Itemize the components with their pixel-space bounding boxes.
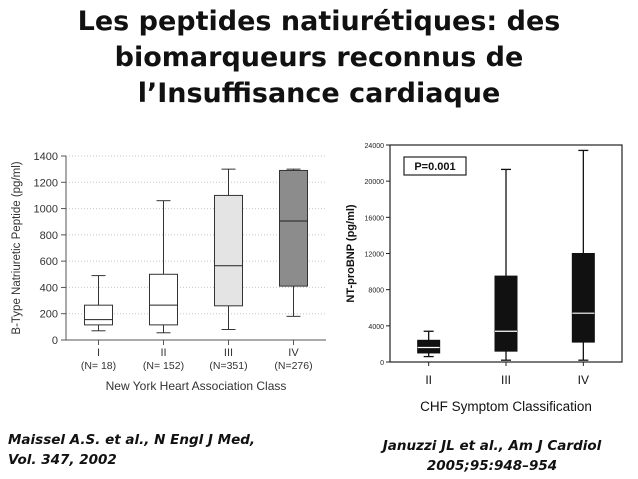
p-value-label: P=0.001 [414,161,455,173]
x-tick-label: III [224,347,233,359]
box-iqr [571,253,595,343]
box-iqr [149,273,178,326]
box-iqr [417,339,441,354]
y-tick-label: 12000 [365,252,385,259]
y-tick-label: 16000 [365,215,385,222]
x-axis-label: CHF Symptom Classification [420,399,592,414]
y-tick-label: 200 [40,309,58,321]
x-tick-label: II [425,373,432,387]
citation-januzzi-line-2: 2005;95:948–954 [426,458,558,474]
box-iqr [279,169,308,287]
slide-title-line-2: biomarqueurs reconnus de [114,42,524,73]
citation-januzzi-line-1: Januzzi JL et al., Am J Cardiol [382,438,602,454]
y-axis-label: B-Type Natriuretic Peptide (pg/ml) [11,161,23,334]
box-iqr [84,304,113,326]
x-tick-label: I [97,347,100,359]
slide-title-line-1: Les peptides natiurétiques: des [77,6,561,37]
x-tick-label: II [160,347,166,359]
x-tick-sublabel: (N= 152) [143,360,184,372]
y-tick-label: 400 [40,282,58,294]
y-tick-label: 24000 [365,143,385,150]
x-tick-label: IV [578,373,589,387]
citation-maisel: Maissel A.S. et al., N Engl J Med, Vol. … [8,430,328,470]
citation-januzzi: Januzzi JL et al., Am J Cardiol 2005;95:… [352,436,632,476]
x-tick-label: III [501,373,511,387]
y-axis-label: NT-proBNP (pg/ml) [345,204,357,303]
slide-title-line-3: l’Insuffisance cardiaque [137,78,501,109]
y-tick-label: 1000 [34,204,58,216]
y-tick-label: 1200 [34,177,58,189]
x-tick-sublabel: (N=276) [274,360,312,372]
x-tick-label: IV [288,347,299,359]
box-iqr [214,194,243,307]
y-tick-label: 0 [380,360,384,367]
y-tick-label: 800 [40,230,58,242]
p-value-box [403,156,467,176]
box-iqr [494,275,518,352]
x-axis-label: New York Heart Association Class [106,379,287,393]
citation-maisel-line-2: Vol. 347, 2002 [8,452,117,468]
y-tick-label: 20000 [365,179,385,186]
y-tick-label: 4000 [368,324,384,331]
y-tick-label: 8000 [368,288,384,295]
slide-title: Les peptides natiurétiques: des biomarqu… [0,4,638,112]
bnp-nyha-box-plot: 0 200 400 600 800 1000 1200 1400 I(N= 18) II(N= 1… [11,151,326,393]
y-tick-label: 1400 [34,151,58,163]
x-tick-sublabel: (N= 18) [81,360,116,372]
x-tick-sublabel: (N=351) [209,360,247,372]
citation-maisel-line-1: Maissel A.S. et al., N Engl J Med, [8,432,256,448]
y-tick-label: 600 [40,256,58,268]
y-tick-label: 0 [52,335,58,347]
